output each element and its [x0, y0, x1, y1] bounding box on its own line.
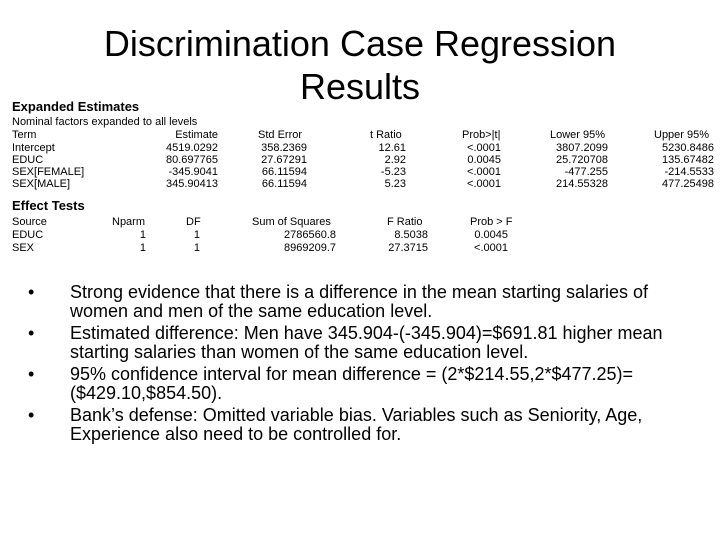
bullet-item: • Bank’s defense: Omitted variable bias.… [28, 406, 688, 444]
col-header-t-ratio: t Ratio [370, 129, 402, 141]
table-row: Intercept 4519.0292 358.2369 12.61 <.000… [0, 142, 720, 154]
col-header-f-ratio: F Ratio [387, 216, 423, 228]
upper-95-cell: 5230.8486 [662, 142, 714, 154]
prob-cell: <.0001 [467, 166, 501, 178]
table-row: SEX[MALE] 345.90413 66.11594 5.23 <.0001… [0, 178, 720, 190]
f-ratio-cell: 27.3715 [388, 242, 428, 254]
bullet-glyph: • [28, 323, 35, 343]
source-cell: SEX [12, 242, 35, 254]
sum-of-squares-cell: 8969209.7 [284, 242, 336, 254]
col-header-estimate: Estimate [175, 129, 218, 141]
t-ratio-cell: 2.92 [384, 154, 406, 166]
slide-title: Discrimination Case Regression Results [0, 22, 720, 108]
upper-95-cell: -214.5533 [664, 166, 714, 178]
std-error-cell: 66.11594 [261, 178, 307, 190]
prob-cell: <.0001 [467, 142, 501, 154]
table-row: EDUC 80.697765 27.67291 2.92 0.0045 25.7… [0, 154, 720, 166]
prob-cell: 0.0045 [467, 154, 501, 166]
bullet-item: • 95% confidence interval for mean diffe… [28, 365, 688, 403]
bullet-glyph: • [28, 282, 35, 302]
lower-95-cell: 214.55328 [556, 178, 608, 190]
expanded-estimates-header-row: Term Estimate Std Error t Ratio Prob>|t|… [0, 129, 720, 141]
col-header-source: Source [12, 216, 47, 228]
upper-95-cell: 135.67482 [662, 154, 714, 166]
t-ratio-cell: -5.23 [380, 166, 406, 178]
slide-title-line-2: Results [299, 66, 421, 107]
estimate-cell: -345.9041 [168, 166, 218, 178]
sum-of-squares-cell: 2786560.8 [284, 229, 336, 241]
expanded-estimates-heading: Expanded Estimates [12, 99, 140, 114]
lower-95-cell: 25.720708 [556, 154, 608, 166]
col-header-upper-95: Upper 95% [654, 129, 710, 141]
std-error-cell: 66.11594 [261, 166, 307, 178]
bullet-text: Strong evidence that there is a differen… [70, 282, 649, 321]
prob-cell: <.0001 [467, 178, 501, 190]
bullet-item: • Strong evidence that there is a differ… [28, 283, 688, 321]
t-ratio-cell: 12.61 [378, 142, 406, 154]
std-error-cell: 358.2369 [261, 142, 307, 154]
estimate-cell: 4519.0292 [166, 142, 218, 154]
prob-f-cell: <.0001 [474, 242, 508, 254]
bullet-item: • Estimated difference: Men have 345.904… [28, 324, 688, 362]
col-header-lower-95: Lower 95% [550, 129, 606, 141]
bullet-text: Estimated difference: Men have 345.904-(… [70, 323, 663, 362]
col-header-sum-of-squares: Sum of Squares [252, 216, 331, 228]
expanded-estimates-note: Nominal factors expanded to all levels [12, 116, 198, 128]
t-ratio-cell: 5.23 [384, 178, 406, 190]
term-cell: SEX[FEMALE] [12, 166, 85, 178]
col-header-term: Term [12, 129, 37, 141]
prob-f-cell: 0.0045 [474, 229, 508, 241]
table-row: SEX 1 1 8969209.7 27.3715 <.0001 [0, 242, 720, 254]
bullet-text: 95% confidence interval for mean differe… [70, 364, 634, 403]
lower-95-cell: 3807.2099 [556, 142, 608, 154]
nparm-cell: 1 [139, 229, 146, 241]
col-header-prob-f: Prob > F [470, 216, 513, 228]
f-ratio-cell: 8.5038 [394, 229, 428, 241]
table-row: SEX[FEMALE] -345.9041 66.11594 -5.23 <.0… [0, 166, 720, 178]
bullet-glyph: • [28, 405, 35, 425]
table-row: EDUC 1 1 2786560.8 8.5038 0.0045 [0, 229, 720, 241]
source-cell: EDUC [12, 229, 44, 241]
estimate-cell: 345.90413 [166, 178, 218, 190]
bullet-text: Bank’s defense: Omitted variable bias. V… [70, 405, 643, 444]
term-cell: Intercept [12, 142, 55, 154]
effect-tests-header-row: Source Nparm DF Sum of Squares F Ratio P… [0, 216, 720, 228]
term-cell: EDUC [12, 154, 44, 166]
term-cell: SEX[MALE] [12, 178, 71, 190]
col-header-nparm: Nparm [112, 216, 146, 228]
col-header-std-error: Std Error [258, 129, 303, 141]
upper-95-cell: 477.25498 [662, 178, 714, 190]
df-cell: 1 [193, 242, 200, 254]
std-error-cell: 27.67291 [261, 154, 307, 166]
bullet-list: • Strong evidence that there is a differ… [28, 283, 688, 447]
estimate-cell: 80.697765 [166, 154, 218, 166]
col-header-df: DF [186, 216, 201, 228]
effect-tests-heading: Effect Tests [12, 198, 85, 213]
nparm-cell: 1 [139, 242, 146, 254]
df-cell: 1 [193, 229, 200, 241]
bullet-glyph: • [28, 364, 35, 384]
slide-title-line-1: Discrimination Case Regression [103, 23, 617, 64]
col-header-prob-t: Prob>|t| [462, 129, 501, 141]
lower-95-cell: -477.255 [564, 166, 608, 178]
